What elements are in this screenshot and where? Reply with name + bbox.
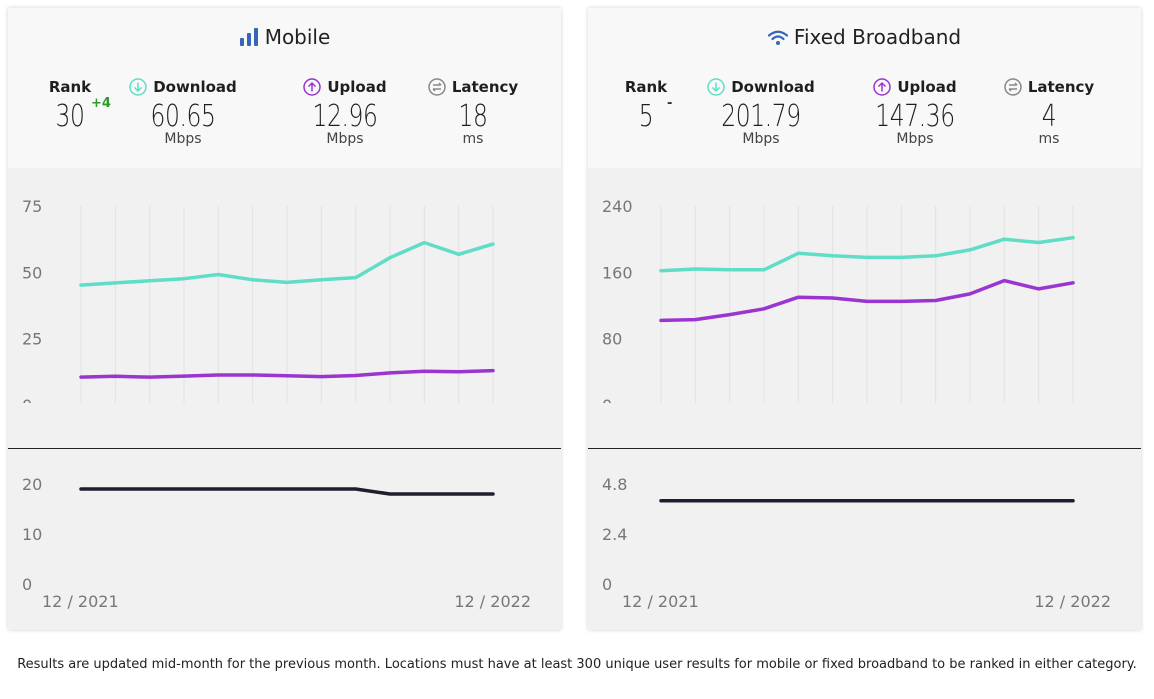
- y-tick-label: 160: [602, 263, 633, 282]
- footnote: Results are updated mid-month for the pr…: [17, 657, 1137, 672]
- rank-change: +4: [91, 96, 111, 111]
- y-tick-label: 50: [22, 263, 42, 282]
- mobile-latency-chart-svg: 0 10 20 12 / 2021 12 / 2022: [22, 475, 531, 611]
- chart-divider: [588, 448, 1141, 449]
- fixed-title: Fixed Broadband: [588, 25, 1141, 49]
- upload-icon: [303, 78, 322, 96]
- mobile-speed-chart: 0 25 50 75: [8, 183, 561, 415]
- upload-label: Upload: [327, 78, 387, 96]
- download-unit: Mbps: [742, 131, 780, 147]
- rank-value: 30: [55, 99, 85, 134]
- upload-label: Upload: [897, 78, 957, 96]
- latency-label: Latency: [1027, 78, 1095, 96]
- fixed-upload: Upload 147.36 Mbps: [850, 78, 980, 147]
- x-axis-start-label: 12 / 2021: [622, 592, 699, 611]
- upload-value: 147.36: [875, 99, 955, 134]
- upload-line: [659, 278, 1075, 323]
- download-label: Download: [153, 78, 237, 96]
- mobile-download: Download 60.65 Mbps: [118, 78, 248, 147]
- upload-value: 12.96: [312, 99, 378, 134]
- fixed-rank: Rank 5: [581, 78, 711, 134]
- x-axis-start-label: 12 / 2021: [42, 592, 119, 611]
- y-tick-label: 2.4: [602, 525, 627, 544]
- mobile-latency-chart: 0 10 20 12 / 2021 12 / 2022: [8, 470, 561, 620]
- latency-label: Latency: [451, 78, 519, 96]
- fixed-summary: Fixed Broadband Rank 5 - Download 201.79…: [588, 8, 1141, 168]
- fixed-latency-chart: 0 2.4 4.8 12 / 2021 12 / 2022: [588, 470, 1141, 620]
- latency-unit: ms: [462, 131, 484, 147]
- y-tick-label: 20: [22, 475, 42, 494]
- y-tick-label: 10: [22, 525, 42, 544]
- download-icon: [129, 78, 147, 96]
- y-tick-label: 25: [22, 330, 42, 349]
- fixed-speed-chart: 0 80 160 240: [588, 183, 1141, 415]
- fixed-latency: Latency 4 ms: [984, 78, 1114, 147]
- y-tick-label: 0: [602, 575, 612, 594]
- upload-icon: [873, 78, 892, 96]
- chart-divider: [8, 448, 561, 449]
- rank-label: Rank: [624, 78, 668, 96]
- download-value: 60.65: [150, 99, 216, 134]
- y-tick-label: 240: [602, 197, 633, 216]
- y-tick-label: 75: [22, 197, 42, 216]
- latency-value: 4: [1041, 99, 1057, 134]
- fixed-download: Download 201.79 Mbps: [696, 78, 826, 147]
- x-axis-end-label: 12 / 2022: [454, 592, 531, 611]
- mobile-rank: Rank 30: [5, 78, 135, 134]
- y-tick-label: 0: [602, 396, 612, 403]
- upload-unit: Mbps: [896, 131, 934, 147]
- wifi-icon: [767, 30, 788, 45]
- mobile-summary: Mobile Rank 30 +4 Download 60.65 Mbps Up: [8, 8, 561, 168]
- latency-unit: ms: [1038, 131, 1060, 147]
- y-tick-label: 80: [602, 330, 622, 349]
- signal-bars-icon: [239, 28, 258, 46]
- rank-value: 5: [638, 99, 654, 134]
- fixed-latency-chart-svg: 0 2.4 4.8 12 / 2021 12 / 2022: [602, 475, 1111, 611]
- mobile-title: Mobile: [8, 25, 561, 49]
- fixed-broadband-panel: Fixed Broadband Rank 5 - Download 201.79…: [588, 8, 1141, 630]
- download-line: [659, 235, 1075, 273]
- mobile-latency: Latency 18 ms: [408, 78, 538, 147]
- upload-unit: Mbps: [326, 131, 364, 147]
- latency-icon: [428, 78, 446, 96]
- latency-value: 18: [458, 99, 488, 134]
- latency-line: [79, 487, 495, 496]
- download-value: 201.79: [721, 99, 801, 134]
- download-icon: [707, 78, 725, 96]
- x-axis-end-label: 12 / 2022: [1034, 592, 1111, 611]
- rank-change: -: [667, 96, 673, 111]
- mobile-panel: Mobile Rank 30 +4 Download 60.65 Mbps Up: [8, 8, 561, 630]
- rank-label: Rank: [48, 78, 92, 96]
- download-line: [79, 240, 495, 287]
- latency-icon: [1004, 78, 1022, 96]
- mobile-speed-chart-svg: 0 25 50 75: [22, 197, 495, 415]
- y-tick-label: 0: [22, 575, 32, 594]
- download-unit: Mbps: [164, 131, 202, 147]
- y-tick-label: 4.8: [602, 475, 627, 494]
- upload-line: [79, 368, 495, 379]
- fixed-title-text: Fixed Broadband: [793, 25, 962, 49]
- fixed-speed-chart-svg: 0 80 160 240: [602, 197, 1075, 415]
- mobile-upload: Upload 12.96 Mbps: [280, 78, 410, 147]
- download-label: Download: [731, 78, 815, 96]
- mobile-title-text: Mobile: [264, 25, 331, 49]
- y-tick-label: 0: [22, 396, 32, 403]
